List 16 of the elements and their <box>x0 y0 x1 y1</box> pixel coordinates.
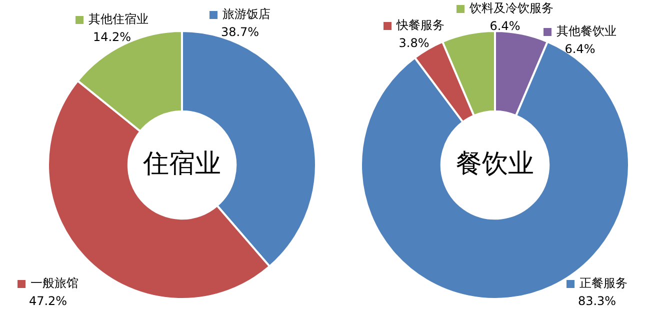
data-label: 3.8% <box>398 36 430 50</box>
data-label: 47.2% <box>28 294 68 308</box>
data-label: 6.4% <box>490 19 520 34</box>
legend-label: 饮料及冷饮服务 <box>468 1 554 16</box>
legend-label: 其他餐饮业 <box>556 24 616 38</box>
data-label: 83.3% <box>578 294 616 308</box>
legend-label: 旅游饭店 <box>222 7 270 22</box>
data-label: 6.4% <box>564 42 596 56</box>
legend-label: 快餐服务 <box>396 18 444 32</box>
data-label: 38.7% <box>220 25 260 40</box>
legend-label: 一般旅馆 <box>30 276 78 290</box>
data-label: 14.2% <box>92 30 132 44</box>
text: 住宿业 <box>142 148 221 179</box>
legend-label: 正餐服务 <box>580 276 628 290</box>
text: 餐饮业 <box>456 148 534 179</box>
legend-label: 其他住宿业 <box>88 12 148 26</box>
